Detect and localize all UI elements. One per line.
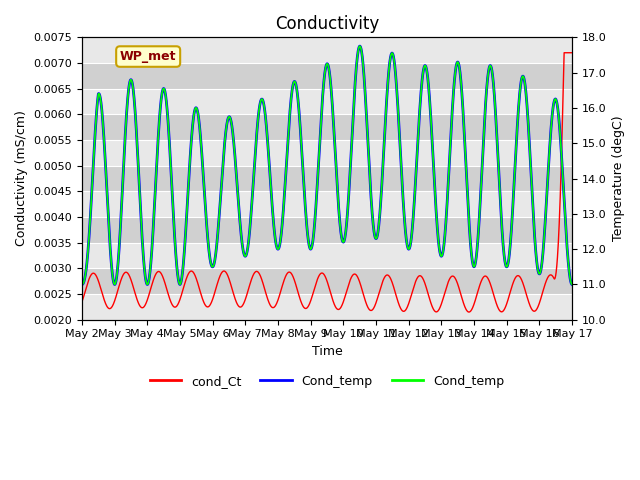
Title: Conductivity: Conductivity: [275, 15, 379, 33]
Y-axis label: Conductivity (mS/cm): Conductivity (mS/cm): [15, 110, 28, 247]
X-axis label: Time: Time: [312, 345, 342, 358]
Bar: [82, 140, 572, 166]
Bar: [82, 114, 572, 140]
Bar: [82, 89, 572, 114]
Bar: [82, 217, 572, 243]
Bar: [82, 63, 572, 89]
Text: WP_met: WP_met: [120, 50, 177, 63]
Legend: cond_Ct, Cond_temp, Cond_temp: cond_Ct, Cond_temp, Cond_temp: [145, 370, 509, 393]
Bar: [82, 192, 572, 217]
Y-axis label: Temperature (degC): Temperature (degC): [612, 116, 625, 241]
Bar: [82, 243, 572, 268]
Bar: [82, 294, 572, 320]
Bar: [82, 166, 572, 192]
Bar: [82, 268, 572, 294]
Bar: [82, 37, 572, 63]
